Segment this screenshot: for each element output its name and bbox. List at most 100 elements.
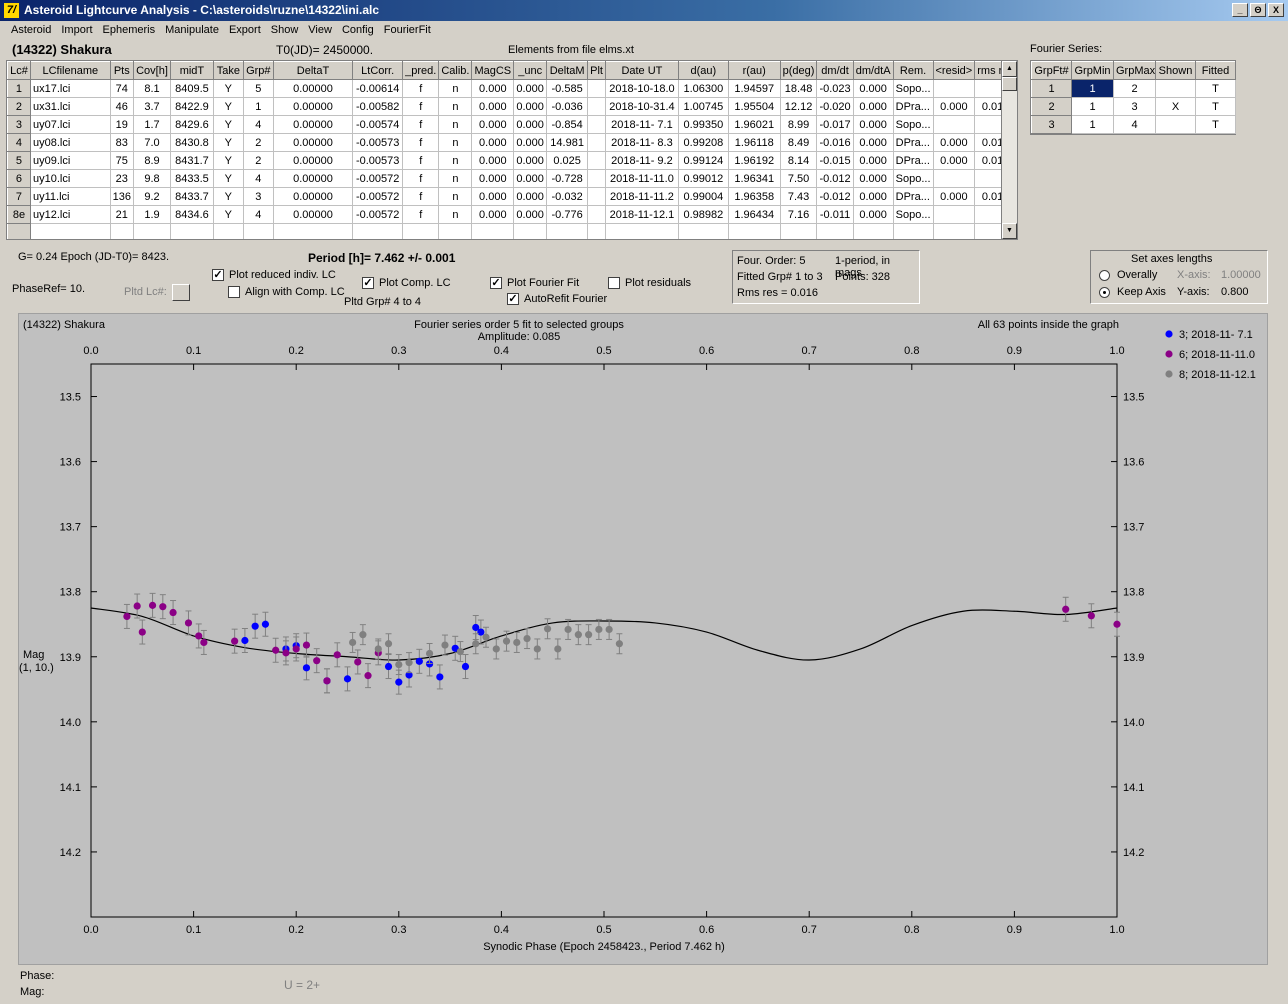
table-cell[interactable]: 9.2	[132, 187, 171, 206]
table-cell[interactable]: -0.016	[816, 133, 854, 152]
table-cell[interactable]	[132, 223, 171, 239]
table-cell[interactable]: 0.000	[471, 133, 515, 152]
table-cell[interactable]: 2	[242, 151, 274, 170]
table-cell[interactable]: -0.012	[816, 169, 854, 188]
table-cell[interactable]	[587, 187, 606, 206]
fourier-cell[interactable]: 1	[1071, 97, 1114, 116]
table-cell[interactable]: n	[438, 115, 473, 134]
table-cell[interactable]: f	[402, 205, 440, 224]
table-row[interactable]: 6 uy10.lci 23 9.8 8433.5 Y 4 0.00000 -0.00572 f n 0…	[7, 169, 1017, 188]
table-cell[interactable]: 5	[242, 79, 274, 98]
table-cell[interactable]: -0.012	[816, 187, 854, 206]
column-header[interactable]: LtCorr.	[352, 61, 404, 80]
table-cell[interactable]: 75	[109, 151, 134, 170]
table-cell[interactable]	[7, 223, 31, 239]
table-cell[interactable]	[587, 79, 606, 98]
table-cell[interactable]: 8431.7	[169, 151, 214, 170]
menu-export[interactable]: Export	[228, 24, 261, 36]
table-cell[interactable]: Sopo...	[892, 169, 934, 188]
column-header[interactable]: Date UT	[604, 61, 679, 80]
lightcurve-plot-panel[interactable]: 0.0 0.0 0.1 0.1 0.2 0.2 0.3 0.3 0.4 0.4 0.5 0.5 0.6 0…	[18, 313, 1268, 965]
table-cell[interactable]: f	[402, 97, 440, 116]
table-cell[interactable]: 19	[109, 115, 134, 134]
table-cell[interactable]: Y	[212, 115, 244, 134]
row-header-cell[interactable]: 5	[7, 151, 31, 170]
table-cell[interactable]: f	[402, 151, 440, 170]
table-cell[interactable]: 1.7	[132, 115, 171, 134]
table-cell[interactable]	[471, 223, 515, 239]
column-header[interactable]: p(deg)	[779, 61, 818, 80]
table-cell[interactable]: -0.036	[546, 97, 589, 116]
table-cell[interactable]: 2018-11-11.0	[604, 169, 679, 188]
table-cell[interactable]: 0.000	[471, 115, 515, 134]
table-cell[interactable]: Sopo...	[892, 205, 934, 224]
table-cell[interactable]: 2018-11-12.1	[604, 205, 679, 224]
fourier-column-header[interactable]: GrpMax	[1113, 61, 1156, 80]
table-cell[interactable]	[513, 223, 548, 239]
table-cell[interactable]: uy08.lci	[29, 133, 111, 152]
keep-axis-radio[interactable]	[1099, 287, 1110, 298]
fourier-cell[interactable]: T	[1195, 79, 1236, 98]
table-row[interactable]: 3 uy07.lci 19 1.7 8429.6 Y 4 0.00000 -0.00574 f n 0…	[7, 115, 1017, 134]
table-cell[interactable]: 23	[109, 169, 134, 188]
table-cell[interactable]: 0.000	[513, 205, 548, 224]
table-cell[interactable]: f	[402, 187, 440, 206]
table-cell[interactable]: 2018-10-18.0	[604, 79, 679, 98]
menu-show[interactable]: Show	[270, 24, 299, 36]
table-cell[interactable]: 8429.6	[169, 115, 214, 134]
row-header-cell[interactable]: 8e	[7, 205, 31, 224]
row-header-cell[interactable]: 4	[7, 133, 31, 152]
table-cell[interactable]: 136	[109, 187, 134, 206]
table-cell[interactable]: f	[402, 169, 440, 188]
table-cell[interactable]: 0.000	[852, 205, 894, 224]
table-cell[interactable]: 1.9	[132, 205, 171, 224]
table-cell[interactable]: n	[438, 169, 473, 188]
plot-fourier-checkbox[interactable]: ✓ Plot Fourier Fit	[490, 277, 580, 289]
table-cell[interactable]: Y	[212, 133, 244, 152]
table-cell[interactable]: f	[402, 133, 440, 152]
table-cell[interactable]: 0.000	[513, 187, 548, 206]
table-cell[interactable]: uy12.lci	[29, 205, 111, 224]
table-cell[interactable]: ux17.lci	[29, 79, 111, 98]
table-cell[interactable]: 2018-11- 7.1	[604, 115, 679, 134]
table-cell[interactable]: Sopo...	[892, 79, 934, 98]
table-cell[interactable]: 8430.8	[169, 133, 214, 152]
table-cell[interactable]: 0.000	[513, 97, 548, 116]
table-cell[interactable]	[892, 223, 934, 239]
table-cell[interactable]: f	[402, 79, 440, 98]
table-row[interactable]: 5 uy09.lci 75 8.9 8431.7 Y 2 0.00000 -0.00573 f n 0…	[7, 151, 1017, 170]
fourier-cell[interactable]: T	[1195, 115, 1236, 134]
table-cell[interactable]: 1.00745	[677, 97, 729, 116]
table-cell[interactable]	[779, 223, 818, 239]
table-cell[interactable]: 1.96192	[727, 151, 781, 170]
table-cell[interactable]	[587, 223, 606, 239]
table-cell[interactable]: 0.000	[932, 133, 976, 152]
column-header[interactable]: LCfilename	[29, 61, 111, 80]
table-cell[interactable]: 1.06300	[677, 79, 729, 98]
table-cell[interactable]: -0.00582	[352, 97, 404, 116]
table-cell[interactable]: 74	[109, 79, 134, 98]
menu-import[interactable]: Import	[61, 24, 93, 36]
table-cell[interactable]: -0.00572	[352, 169, 404, 188]
table-cell[interactable]: 2018-11- 9.2	[604, 151, 679, 170]
table-cell[interactable]	[169, 223, 214, 239]
fourier-column-header[interactable]: Shown	[1155, 61, 1196, 80]
menu-fourierfit[interactable]: FourierFit	[383, 24, 431, 36]
table-cell[interactable]	[587, 133, 606, 152]
table-cell[interactable]: 8.1	[132, 79, 171, 98]
fourier-column-header[interactable]: GrpMin	[1071, 61, 1114, 80]
table-cell[interactable]: uy07.lci	[29, 115, 111, 134]
table-row[interactable]: 2 ux31.lci 46 3.7 8422.9 Y 1 0.00000 -0.00582 f n 0…	[7, 97, 1017, 116]
table-cell[interactable]: 0.000	[471, 97, 515, 116]
table-cell[interactable]	[587, 97, 606, 116]
table-cell[interactable]: 0.000	[852, 79, 894, 98]
column-header[interactable]: Take	[212, 61, 244, 80]
empty-row[interactable]	[7, 223, 1017, 239]
column-header[interactable]: _pred.	[402, 61, 440, 80]
table-cell[interactable]: 9.8	[132, 169, 171, 188]
table-cell[interactable]: uy10.lci	[29, 169, 111, 188]
table-cell[interactable]: -0.776	[546, 205, 589, 224]
table-cell[interactable]: 0.00000	[272, 187, 354, 206]
